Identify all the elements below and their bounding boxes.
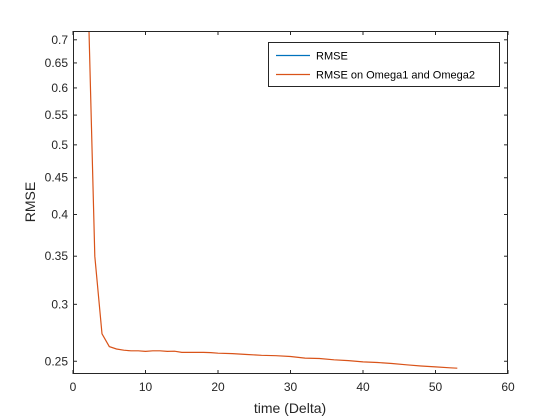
y-tick-label: 0.4 <box>51 208 68 222</box>
y-tick-label: 0.3 <box>51 297 68 311</box>
x-tick-label: 40 <box>356 380 370 394</box>
legend-box <box>268 42 500 87</box>
x-tick-label: 10 <box>139 380 153 394</box>
y-tick-label: 0.55 <box>45 108 69 122</box>
y-tick-label: 0.5 <box>51 138 68 152</box>
plot-area <box>73 31 508 374</box>
y-tick-label: 0.25 <box>45 354 69 368</box>
y-tick-label: 0.6 <box>51 81 68 95</box>
y-tick-label: 0.7 <box>51 33 68 47</box>
series-layer <box>88 31 458 369</box>
y-tick-label: 0.45 <box>45 171 69 185</box>
x-tick-label: 60 <box>501 380 515 394</box>
x-tick-label: 0 <box>70 380 77 394</box>
legend: RMSE RMSE on Omega1 and Omega2 <box>268 42 500 87</box>
series-line-2 <box>88 31 458 369</box>
x-tick-label: 20 <box>211 380 225 394</box>
y-axis-title: RMSE <box>22 182 38 222</box>
legend-label-2: RMSE on Omega1 and Omega2 <box>316 70 475 82</box>
x-axis-title: time (Delta) <box>254 400 326 416</box>
y-tick-label: 0.65 <box>45 56 69 70</box>
y-tick-label: 0.35 <box>45 249 69 263</box>
legend-label-1: RMSE <box>316 51 348 63</box>
x-tick-label: 30 <box>284 380 298 394</box>
axes-layer: 0 10 20 30 40 50 60 0.25 0.3 0.35 0.4 0.45 0.5 0.55 0.… <box>45 31 515 394</box>
x-tick-label: 50 <box>429 380 443 394</box>
